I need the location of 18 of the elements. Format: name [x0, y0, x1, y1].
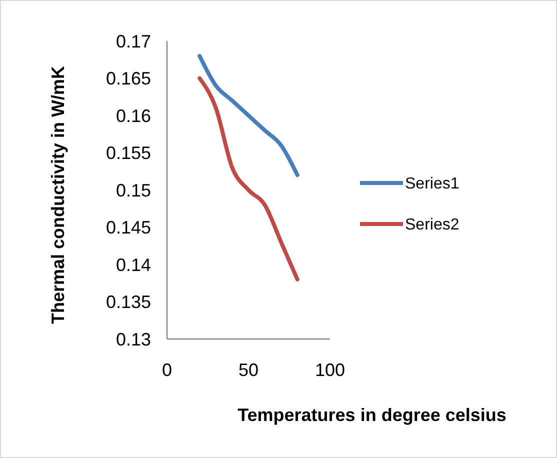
legend-label: Series1: [405, 176, 460, 193]
y-tick-label: 0.17: [116, 31, 151, 52]
x-tick-label: 0: [162, 360, 172, 380]
y-tick-label: 0.16: [116, 106, 151, 126]
y-tick-label: 0.165: [106, 68, 151, 89]
x-tick-label: 50: [238, 360, 259, 380]
line-series: [198, 54, 300, 178]
x-axis-title: Temperatures in degree celsius: [238, 405, 506, 425]
y-tick-label: 0.135: [106, 292, 151, 312]
legend-label: Series2: [405, 216, 460, 234]
line-series: [198, 76, 300, 282]
y-axis-title: Thermal conductivity in W/mK: [48, 66, 68, 324]
y-tick-label: 0.155: [106, 143, 151, 164]
y-tick-label: 0.14: [116, 254, 151, 275]
x-tick-label: 100: [314, 360, 346, 380]
y-tick-label: 0.145: [106, 218, 151, 238]
y-tick-label: 0.13: [116, 329, 151, 350]
y-tick-label: 0.15: [116, 180, 151, 200]
